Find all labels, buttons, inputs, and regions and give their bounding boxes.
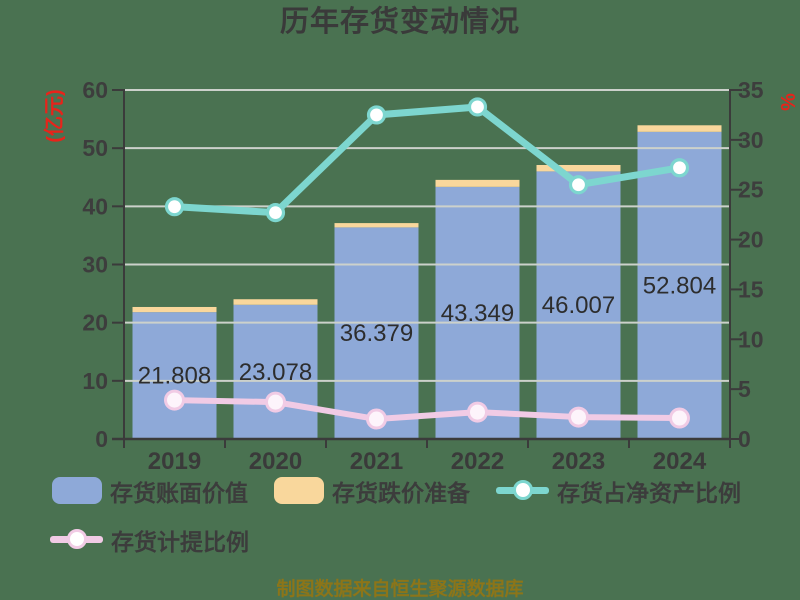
bar-book-value-2024 xyxy=(637,131,722,439)
right-axis-tick-label: 20 xyxy=(738,227,764,253)
marker-provision-ratio-2021 xyxy=(366,408,387,430)
marker-net-asset-ratio-2022 xyxy=(467,97,488,117)
marker-net-asset-ratio-2023 xyxy=(568,175,589,195)
bar-provision-2021 xyxy=(334,223,419,228)
legend-marker-icon xyxy=(67,529,87,549)
left-axis-tick-label: 0 xyxy=(95,426,108,452)
line-provision-ratio xyxy=(171,397,683,423)
marker-net-asset-ratio-2020 xyxy=(265,203,286,223)
marker-provision-ratio-2022 xyxy=(467,401,488,423)
bar-value-label-2022: 43.349 xyxy=(441,300,514,327)
legend-label-provision: 存货跌价准备 xyxy=(332,479,470,506)
right-axis-tick-label: 30 xyxy=(738,127,764,153)
bar-value-label-2024: 52.804 xyxy=(643,272,716,299)
bar-value-label-2021: 36.379 xyxy=(340,320,413,347)
bar-provision-2022 xyxy=(435,179,520,187)
left-axis-tick-label: 40 xyxy=(82,193,108,219)
bar-book-value-2020 xyxy=(233,304,318,439)
legend-label-net-asset-ratio: 存货占净资产比例 xyxy=(557,479,741,506)
left-axis-unit-label: (亿元) xyxy=(42,89,66,142)
left-axis-tick-label: 10 xyxy=(82,368,108,394)
marker-net-asset-ratio-2019 xyxy=(164,197,185,217)
bar-value-label-2020: 23.078 xyxy=(239,359,312,386)
left-axis-tick-label: 60 xyxy=(82,77,108,103)
right-axis-tick-label: 0 xyxy=(738,426,751,452)
bar-provision-2024 xyxy=(637,125,722,132)
bar-book-value-2021 xyxy=(334,227,419,439)
right-axis-tick-label: 35 xyxy=(738,77,764,103)
chart-title: 历年存货变动情况 xyxy=(279,6,520,38)
marker-net-asset-ratio-2021 xyxy=(366,105,387,125)
bar-book-value-2023 xyxy=(536,171,621,439)
x-axis-year-label: 2019 xyxy=(148,448,201,475)
x-axis-year-label: 2021 xyxy=(350,448,403,475)
right-axis-tick-label: 5 xyxy=(738,376,751,402)
marker-provision-ratio-2019 xyxy=(164,389,185,411)
bar-value-label-2019: 21.808 xyxy=(138,363,211,390)
left-axis-tick-label: 50 xyxy=(82,135,108,161)
bar-provision-2020 xyxy=(233,299,318,305)
x-axis-year-label: 2023 xyxy=(552,448,605,475)
legend-marker-icon xyxy=(513,480,533,500)
legend-label-book-value: 存货账面价值 xyxy=(110,479,248,506)
bar-value-label-2023: 46.007 xyxy=(542,292,615,319)
legend-row-2: 存货计提比例 xyxy=(50,526,275,555)
data-source-caption: 制图数据来自恒生聚源数据库 xyxy=(276,579,524,600)
right-axis-tick-label: 25 xyxy=(738,177,764,203)
right-axis-tick-label: 15 xyxy=(738,276,764,302)
marker-net-asset-ratio-2024 xyxy=(669,158,690,178)
bar-provision-2019 xyxy=(132,306,217,313)
bar-book-value-2022 xyxy=(435,186,520,439)
marker-provision-ratio-2024 xyxy=(669,407,690,429)
right-axis-unit-label: % xyxy=(778,93,800,111)
legend-swatch-provision-ratio xyxy=(50,526,103,553)
left-axis-tick-label: 30 xyxy=(82,252,108,278)
left-axis-tick-label: 20 xyxy=(82,310,108,336)
legend-row-1: 存货账面价值 存货跌价准备 存货占净资产比例 xyxy=(52,477,767,506)
marker-provision-ratio-2020 xyxy=(265,391,286,413)
legend-swatch-net-asset-ratio xyxy=(496,477,549,504)
x-axis-year-label: 2020 xyxy=(249,448,302,475)
legend-swatch-book-value xyxy=(52,477,102,504)
bar-book-value-2019 xyxy=(132,312,217,439)
legend-swatch-provision xyxy=(274,477,324,504)
x-axis-year-label: 2022 xyxy=(451,448,504,475)
x-axis-year-label: 2024 xyxy=(653,448,707,475)
line-net-asset-ratio xyxy=(171,103,683,217)
bar-provision-2023 xyxy=(536,164,621,172)
legend-label-provision-ratio: 存货计提比例 xyxy=(111,528,249,555)
marker-provision-ratio-2023 xyxy=(568,406,589,428)
right-axis-tick-label: 10 xyxy=(738,326,764,352)
